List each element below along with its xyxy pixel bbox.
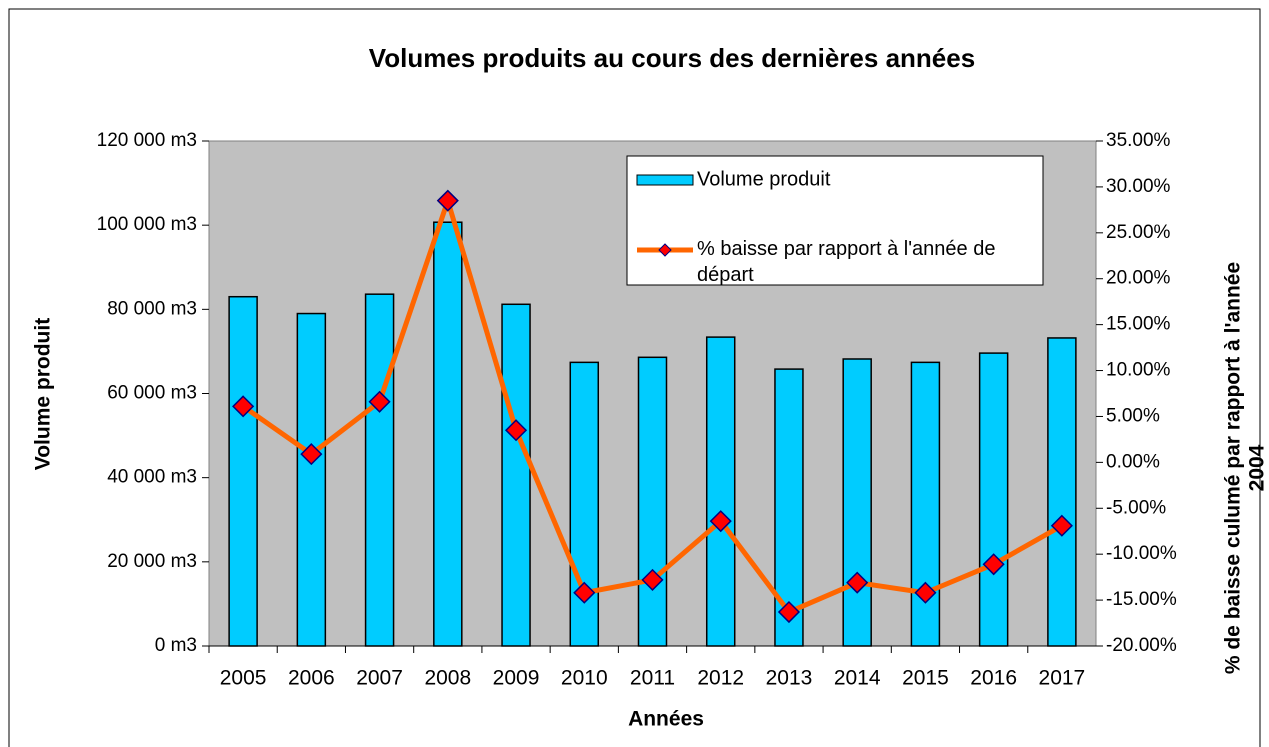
y-tick-label: 20 000 m3 [107, 551, 197, 572]
marker [914, 581, 937, 604]
y-tick-label: 100 000 m3 [97, 214, 197, 235]
bar [228, 295, 258, 647]
bar [637, 356, 668, 647]
y2-tick-label: 5.00% [1106, 405, 1160, 426]
y2-tick-label: -5.00% [1106, 497, 1166, 518]
legend-box [626, 155, 1044, 286]
y2-tick-label: 35.00% [1106, 130, 1171, 151]
marker [573, 581, 596, 604]
x-tick-label: 2008 [424, 667, 471, 690]
marker [436, 189, 459, 212]
y-tick-label: 80 000 m3 [107, 298, 197, 319]
x-tick-label: 2017 [1039, 667, 1086, 690]
y2-tick-label: 15.00% [1106, 314, 1171, 335]
bar [705, 336, 736, 647]
x-tick-label: 2015 [902, 667, 949, 690]
x-tick-label: 2005 [220, 667, 267, 690]
bar [842, 358, 872, 647]
legend-label-line: % baisse par rapport à l'année de [697, 238, 995, 260]
chart-title: Volumes produits au cours des dernières … [369, 43, 975, 73]
bar [1047, 337, 1077, 647]
marker [982, 553, 1005, 576]
x-tick-label: 2013 [766, 667, 813, 690]
y2-tick-label: 0.00% [1106, 451, 1160, 472]
marker [300, 443, 323, 466]
marker [641, 568, 664, 591]
legend-swatch [636, 174, 694, 186]
marker [368, 390, 391, 413]
x-tick-label: 2009 [493, 667, 540, 690]
marker [846, 571, 869, 594]
bar [501, 303, 531, 647]
legend-swatch [658, 243, 672, 257]
y2-tick-label: 10.00% [1106, 360, 1171, 381]
x-tick-label: 2014 [834, 667, 881, 690]
legend-label: % baisse par rapport à l'année de départ [697, 238, 995, 286]
legend-label-line: départ [697, 264, 754, 286]
x-tick-label: 2010 [561, 667, 608, 690]
y2-tick-label: 25.00% [1106, 222, 1171, 243]
marker [1050, 514, 1073, 537]
y2-tick-label: -15.00% [1106, 589, 1177, 610]
y-tick-label: 120 000 m3 [97, 130, 197, 151]
marker [709, 510, 732, 533]
y2-tick-label: 30.00% [1106, 176, 1171, 197]
y2-tick-label: -10.00% [1106, 543, 1177, 564]
x-tick-label: 2007 [356, 667, 403, 690]
y2-tick-label: -20.00% [1106, 635, 1177, 656]
x-tick-label: 2016 [970, 667, 1017, 690]
x-axis-title: Années [628, 708, 704, 731]
y-tick-label: 0 m3 [155, 635, 197, 656]
y2-axis-title: % de baisse culumé par rapport à l'année [1222, 262, 1245, 674]
bar [364, 293, 395, 647]
x-tick-label: 2011 [630, 667, 675, 690]
y2-tick-label: 20.00% [1106, 268, 1171, 289]
bar [296, 312, 327, 647]
bar [978, 352, 1009, 647]
y-tick-label: 40 000 m3 [107, 467, 197, 488]
x-tick-label: 2012 [697, 667, 744, 690]
marker [777, 600, 801, 624]
y-tick-label: 60 000 m3 [107, 383, 197, 404]
y2-axis-title: 2004 [1246, 444, 1269, 491]
bar [433, 221, 463, 647]
x-tick-label: 2006 [288, 667, 335, 690]
marker [504, 419, 528, 442]
legend-label: Volume produit [697, 168, 831, 190]
y-axis-title: Volume produit [32, 318, 55, 470]
marker [232, 395, 255, 418]
